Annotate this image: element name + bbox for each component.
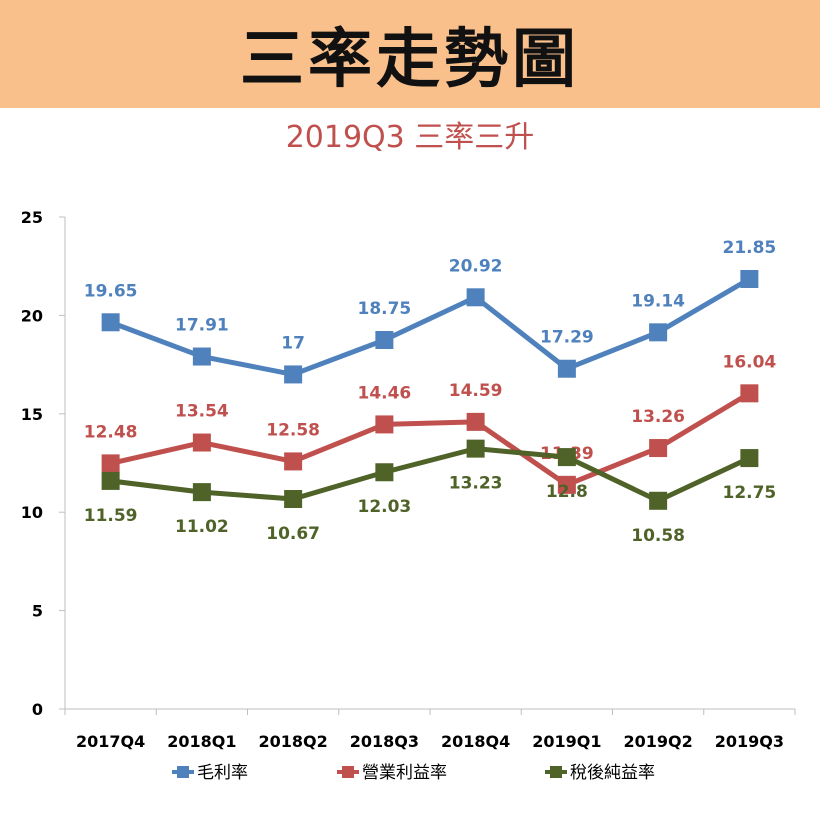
- series-line-1: [109, 276, 751, 377]
- data-label: 10.58: [631, 526, 685, 546]
- data-label: 12.75: [722, 483, 776, 503]
- data-point-marker: [557, 359, 576, 378]
- legend-marker: [342, 766, 354, 778]
- data-label: 19.65: [84, 281, 138, 301]
- page-title: 三率走勢圖: [240, 23, 580, 97]
- data-point-marker: [557, 475, 576, 494]
- data-point-marker: [466, 439, 485, 458]
- data-label: 19.14: [631, 291, 685, 311]
- data-point-marker: [101, 313, 120, 332]
- data-label: 14.59: [449, 381, 503, 401]
- y-tick-label: 0: [32, 700, 43, 719]
- data-point-marker: [649, 439, 668, 458]
- data-label: 21.85: [722, 238, 776, 258]
- data-point-marker: [101, 454, 120, 473]
- x-tick-label: 2018Q3: [350, 732, 419, 751]
- data-label: 11.02: [175, 517, 229, 537]
- data-label: 13.54: [175, 402, 229, 422]
- data-point-marker: [375, 415, 394, 434]
- y-tick-label: 15: [21, 405, 43, 424]
- chart-subtitle: 2019Q3 三率三升: [285, 120, 535, 155]
- data-label: 12.8: [546, 482, 588, 502]
- data-label: 12.03: [357, 497, 411, 517]
- series-line-2: [110, 391, 751, 488]
- data-point-marker: [284, 452, 303, 471]
- data-point-marker: [557, 448, 576, 467]
- x-tick-label: 2018Q2: [258, 732, 327, 751]
- data-point-marker: [192, 433, 211, 452]
- title-banner: 三率走勢圖: [0, 0, 820, 108]
- data-point-marker: [740, 384, 759, 403]
- data-label: 16.04: [722, 352, 776, 372]
- data-label: 11.59: [84, 506, 138, 526]
- series-line-3: [110, 446, 751, 504]
- legend-label: 稅後純益率: [570, 763, 655, 783]
- data-point-marker: [284, 490, 303, 509]
- legend-label: 毛利率: [197, 763, 248, 783]
- y-tick-label: 10: [21, 503, 43, 522]
- data-point-marker: [466, 288, 485, 307]
- data-label: 17: [281, 333, 305, 353]
- x-tick-label: 2019Q3: [715, 732, 784, 751]
- x-tick-label: 2019Q1: [532, 732, 601, 751]
- y-tick-label: 5: [32, 602, 43, 621]
- data-point-marker: [375, 463, 394, 482]
- data-point-marker: [649, 491, 668, 510]
- y-tick-label: 20: [21, 306, 43, 325]
- legend-marker: [177, 766, 189, 778]
- data-label: 13.23: [449, 474, 503, 494]
- data-point-marker: [192, 347, 211, 366]
- data-label: 12.58: [266, 420, 320, 440]
- legend-marker: [550, 766, 562, 778]
- data-label: 17.91: [175, 316, 229, 336]
- data-point-marker: [740, 269, 759, 288]
- data-point-marker: [101, 471, 120, 490]
- data-point-marker: [284, 365, 303, 384]
- x-tick-label: 2018Q4: [441, 732, 510, 751]
- data-label: 17.29: [540, 328, 594, 348]
- data-label: 14.46: [357, 383, 411, 403]
- legend-label: 營業利益率: [362, 763, 447, 783]
- data-point-marker: [375, 331, 394, 349]
- data-point-marker: [192, 483, 211, 502]
- data-point-marker: [466, 412, 485, 431]
- data-point-marker: [649, 323, 668, 342]
- x-tick-label: 2017Q4: [76, 732, 145, 751]
- x-tick-label: 2018Q1: [167, 732, 236, 751]
- data-label: 10.67: [266, 524, 320, 544]
- x-tick-label: 2019Q2: [623, 732, 692, 751]
- data-label: 13.26: [631, 407, 685, 427]
- data-label: 12.48: [84, 422, 138, 442]
- data-label: 20.92: [449, 256, 503, 276]
- y-tick-label: 25: [21, 208, 43, 227]
- data-label: 18.75: [357, 299, 411, 319]
- data-point-marker: [740, 449, 759, 468]
